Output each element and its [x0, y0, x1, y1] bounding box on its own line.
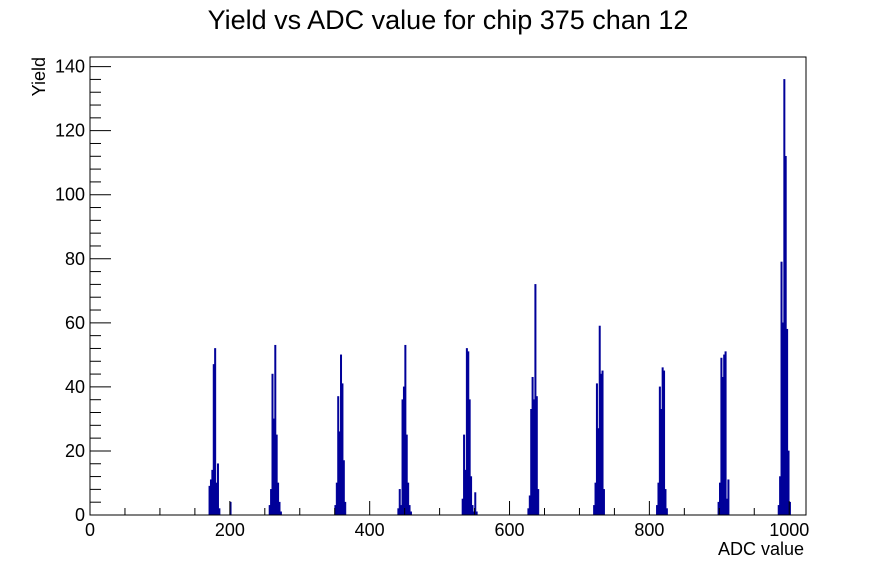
- histogram-bar: [537, 489, 540, 516]
- histogram-bar: [724, 351, 727, 516]
- x-tick-label: 0: [85, 520, 95, 540]
- y-tick-label: 140: [55, 57, 85, 77]
- x-tick-label: 200: [215, 520, 245, 540]
- y-tick-label: 60: [65, 313, 85, 333]
- histogram-bar: [602, 489, 605, 516]
- x-tick-label: 600: [495, 520, 525, 540]
- histogram-bar: [727, 479, 730, 516]
- histogram-bar: [344, 501, 347, 516]
- x-tick-label: 800: [634, 520, 664, 540]
- histogram-bar: [218, 508, 221, 516]
- y-tick-label: 120: [55, 121, 85, 141]
- y-tick-label: 80: [65, 249, 85, 269]
- y-tick-label: 20: [65, 441, 85, 461]
- x-tick-label: 400: [355, 520, 385, 540]
- y-tick-label: 40: [65, 377, 85, 397]
- y-tick-label: 100: [55, 185, 85, 205]
- y-tick-label: 0: [75, 505, 85, 525]
- x-tick-label: 1000: [769, 520, 809, 540]
- histogram-bar: [665, 508, 668, 516]
- histogram-bar: [216, 463, 219, 516]
- chart-title: Yield vs ADC value for chip 375 chan 12: [208, 5, 689, 35]
- plot-frame: [89, 56, 807, 516]
- y-axis-label: Yield: [29, 57, 49, 96]
- y-axis: 0 20 40 60 80 100 120 140: [55, 57, 111, 525]
- x-axis: 0 200 400 600 800 1000: [85, 501, 809, 540]
- x-axis-label: ADC value: [718, 539, 804, 559]
